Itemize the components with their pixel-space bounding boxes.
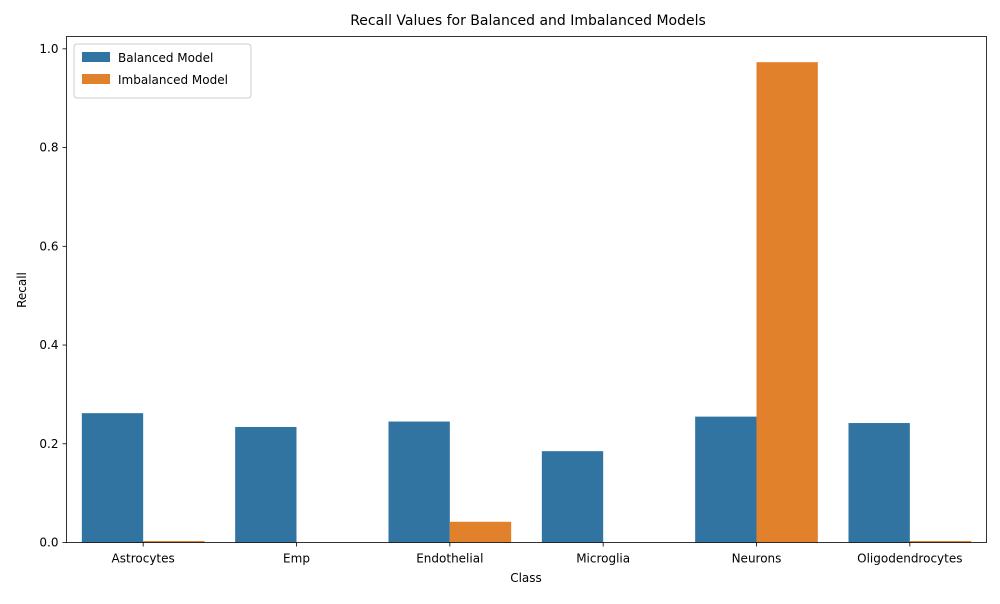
chart-title: Recall Values for Balanced and Imbalance… xyxy=(350,13,706,29)
legend-box xyxy=(73,43,252,99)
bar-balanced-model-endothelial xyxy=(388,421,450,543)
y-axis: 0.0 0.2 0.4 0.6 0.8 1.0 xyxy=(39,42,67,550)
y-tick-label: 0.4 xyxy=(39,338,58,352)
x-axis-label: Class xyxy=(510,571,542,585)
bar-balanced-model-astrocytes xyxy=(81,413,144,543)
plot-frame xyxy=(66,36,987,543)
bars-layer xyxy=(81,62,972,543)
bar-balanced-model-microglia xyxy=(541,451,604,543)
bar-imbalanced-model-neurons xyxy=(756,62,818,543)
y-tick-label: 0.0 xyxy=(39,536,58,550)
y-axis-label: Recall xyxy=(15,272,29,308)
y-tick-label: 0.2 xyxy=(39,437,58,451)
bar-balanced-model-emp xyxy=(235,426,297,543)
x-axis: Astrocytes Emp Endothelial Microglia Neurons… xyxy=(112,542,963,566)
x-tick-label: Oligodendrocytes xyxy=(857,552,962,566)
legend-label: Balanced Model xyxy=(118,51,213,65)
x-tick-label: Astrocytes xyxy=(112,552,175,566)
legend-swatch xyxy=(82,74,110,84)
legend-label: Imbalanced Model xyxy=(118,73,228,87)
bar-imbalanced-model-oligodendrocytes xyxy=(909,541,972,543)
x-tick-label: Neurons xyxy=(732,552,782,566)
x-tick-label: Microglia xyxy=(576,552,630,566)
y-tick-label: 0.6 xyxy=(39,239,58,253)
bar-balanced-model-oligodendrocytes xyxy=(848,423,910,543)
x-tick-label: Emp xyxy=(283,552,310,566)
legend: Balanced Model Imbalanced Model xyxy=(73,43,252,99)
y-tick-label: 1.0 xyxy=(39,42,58,56)
x-tick-label: Endothelial xyxy=(416,552,483,566)
bar-imbalanced-model-astrocytes xyxy=(143,541,205,543)
bar-balanced-model-neurons xyxy=(695,416,757,543)
y-tick-label: 0.8 xyxy=(39,141,58,155)
bar-imbalanced-model-endothelial xyxy=(449,521,512,543)
legend-swatch xyxy=(82,52,110,62)
